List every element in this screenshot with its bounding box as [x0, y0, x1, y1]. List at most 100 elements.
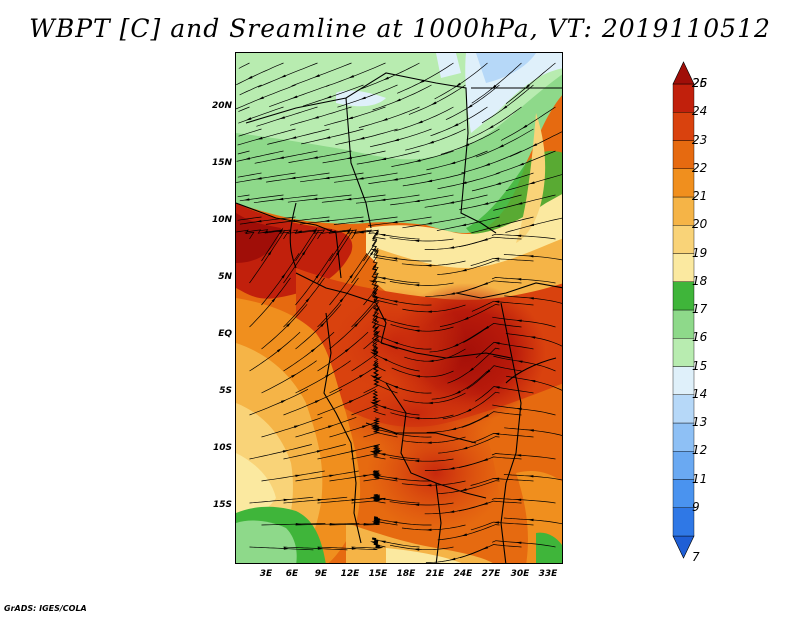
- streamline: [329, 521, 378, 526]
- longitude-tick-9e: 9E: [314, 569, 328, 579]
- streamline-arrowhead: [482, 502, 488, 505]
- streamline: [461, 411, 522, 428]
- streamline: [401, 480, 466, 486]
- streamline-arrowhead: [255, 220, 262, 223]
- streamline-arrowhead: [482, 458, 488, 462]
- streamline-arrowhead: [393, 138, 400, 142]
- streamline-arrowhead: [527, 518, 534, 522]
- streamline-arrowhead: [529, 380, 536, 383]
- streamline-arrowhead: [291, 95, 298, 99]
- streamline-arrowhead: [290, 136, 297, 139]
- latitude-tick-5n: 5N: [218, 272, 232, 282]
- streamline: [492, 540, 556, 548]
- streamline-arrowhead: [279, 116, 285, 119]
- streamline-arrowhead: [425, 484, 432, 487]
- streamline-arrowhead: [449, 161, 456, 165]
- streamline-arrowhead: [329, 474, 335, 477]
- streamline: [358, 106, 420, 128]
- streamline-arrowhead: [467, 104, 473, 109]
- streamline: [238, 106, 284, 124]
- streamline-arrowhead: [495, 182, 501, 185]
- streamline: [337, 84, 398, 108]
- streamline-arrowhead: [482, 282, 488, 286]
- streamline-arrowhead: [245, 117, 252, 121]
- streamline: [434, 62, 488, 100]
- streamline-arrowhead: [502, 105, 508, 110]
- streamline-arrowhead: [244, 157, 251, 160]
- streamline-arrowhead: [314, 74, 320, 78]
- colorbar-label: 26: [692, 76, 708, 90]
- streamline-arrowhead: [391, 257, 398, 260]
- streamline: [249, 277, 291, 328]
- streamline: [371, 396, 420, 416]
- longitude-tick-3e: 3E: [259, 569, 273, 579]
- streamline: [373, 494, 386, 504]
- streamline: [389, 501, 454, 506]
- streamline: [333, 216, 398, 225]
- colorbar-swatch: [672, 281, 695, 311]
- colorbar-label: 18: [692, 273, 708, 288]
- streamline: [459, 194, 522, 211]
- streamline: [335, 128, 398, 146]
- streamline: [471, 62, 522, 104]
- streamline-arrowhead: [289, 176, 296, 179]
- streamline-arrowhead: [370, 351, 376, 356]
- colorbar-label: 19: [692, 245, 708, 260]
- colorbar-swatch: [672, 366, 695, 395]
- streamline: [324, 106, 386, 127]
- streamline: [237, 194, 250, 198]
- streamline: [372, 537, 420, 548]
- streamline-arrowhead: [529, 181, 535, 185]
- streamline-arrowhead: [448, 510, 455, 513]
- streamline-arrowhead: [498, 144, 504, 148]
- streamline-arrowhead: [317, 498, 324, 502]
- streamline: [266, 172, 330, 183]
- streamline-arrowhead: [455, 390, 461, 395]
- streamline: [481, 84, 534, 124]
- streamline-arrowhead: [276, 347, 283, 353]
- streamline-arrowhead: [271, 297, 277, 303]
- streamline-arrowhead: [302, 250, 306, 256]
- streamline-arrowhead: [371, 474, 378, 477]
- streamline-arrowhead: [371, 521, 378, 524]
- streamline-arrowhead: [426, 441, 432, 444]
- streamline-arrowhead: [460, 488, 467, 491]
- streamline-arrowhead: [460, 223, 467, 226]
- colorbar-label: 13: [692, 415, 708, 429]
- streamline-arrowhead: [494, 224, 501, 227]
- streamline-arrowhead: [493, 477, 500, 480]
- colorbar-bottom-extension: [672, 535, 695, 559]
- streamline: [360, 62, 420, 90]
- colorbar-label: 11: [692, 471, 708, 486]
- streamline-arrowhead: [395, 98, 401, 102]
- colorbar-top-extension: [672, 61, 695, 85]
- colorbar-swatch: [672, 394, 695, 424]
- streamline: [503, 254, 562, 261]
- streamline-arrowhead: [494, 342, 500, 345]
- streamline-arrowhead: [363, 523, 370, 526]
- streamline-arrowhead: [515, 278, 522, 281]
- streamline: [355, 229, 378, 262]
- streamline: [312, 229, 357, 240]
- colorbar-label: 22: [692, 160, 708, 175]
- streamline-arrowhead: [373, 262, 378, 269]
- streamline: [368, 172, 432, 184]
- streamline-arrowhead: [391, 220, 398, 224]
- streamline: [249, 444, 312, 460]
- streamline-arrowhead: [452, 343, 459, 347]
- streamline-arrowhead: [328, 425, 334, 429]
- streamline: [436, 216, 500, 231]
- streamline-arrowhead: [427, 359, 434, 362]
- longitude-tick-27e: 27E: [481, 569, 501, 579]
- streamline-arrowhead: [370, 250, 374, 256]
- streamline: [459, 456, 522, 468]
- streamline-arrowhead: [430, 101, 437, 106]
- streamline: [322, 150, 386, 164]
- streamline-arrowhead: [413, 239, 420, 242]
- streamline: [295, 416, 357, 438]
- streamline: [300, 172, 364, 183]
- streamline: [374, 250, 432, 262]
- streamline-arrowhead: [370, 248, 376, 252]
- streamline-arrowhead: [484, 163, 491, 166]
- streamline-arrowhead: [382, 118, 388, 121]
